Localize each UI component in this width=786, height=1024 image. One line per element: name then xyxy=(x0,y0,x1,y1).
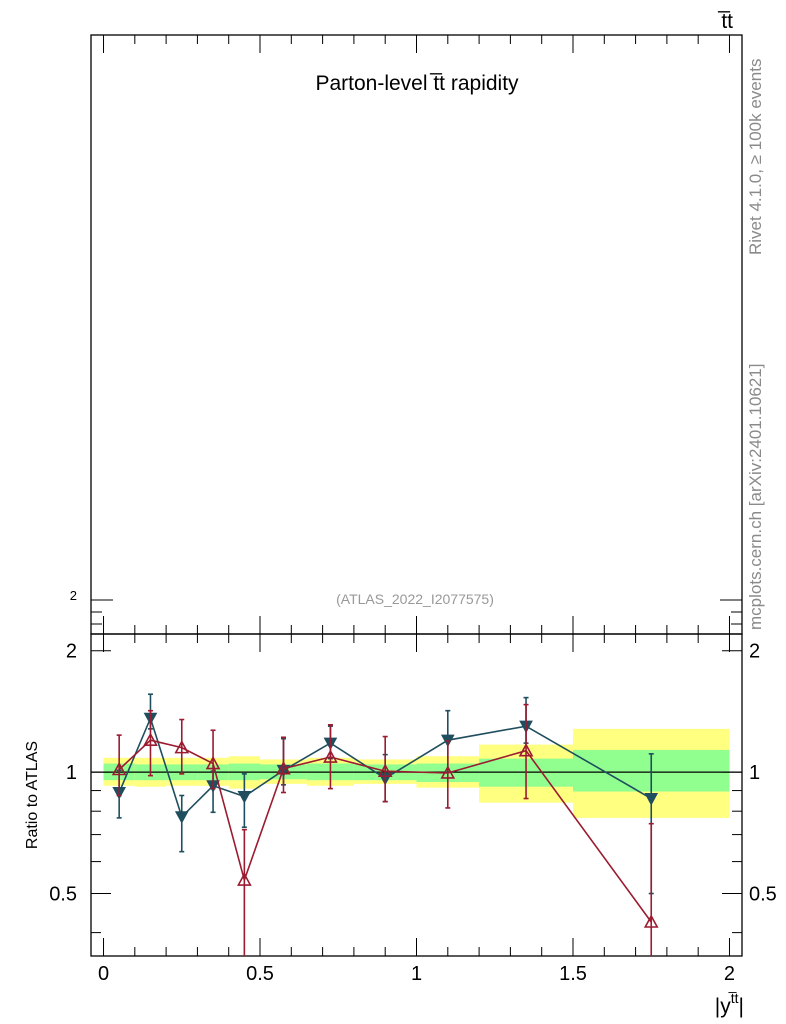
x-tick-label: 2 xyxy=(724,963,735,985)
x-axis-label-sup: t̅t xyxy=(728,990,739,1006)
series-blue-point xyxy=(174,811,189,824)
series-red-point xyxy=(143,732,158,746)
y-ticks: 0.5 0.5 1 1 2 2 xyxy=(49,599,777,934)
analysis-id: (ATLAS_2022_I2077575) xyxy=(336,591,494,607)
series-red-point xyxy=(276,760,291,775)
x-axis-label-end: | xyxy=(739,995,744,1018)
x-tick-label: 1.5 xyxy=(559,963,587,985)
y-tick-label-left: 2 xyxy=(66,641,77,663)
y-tick-label-right: 0.5 xyxy=(749,884,777,906)
y-tick-label-right: 1 xyxy=(749,762,760,784)
series-red-point xyxy=(323,749,338,763)
ratio-y-axis-label: Ratio to ATLAS xyxy=(24,741,41,849)
rivet-version-label: Rivet 4.1.0, ≥ 100k events xyxy=(746,58,765,255)
x-axis-label-main: |y xyxy=(715,995,731,1018)
top-y-tick-label: 2 xyxy=(70,588,77,603)
mcplots-label: mcplots.cern.ch [arXiv:2401.10621] xyxy=(746,363,765,630)
series-red-point xyxy=(174,739,190,754)
x-tick-label: 0 xyxy=(98,963,109,985)
series-red-point xyxy=(205,755,221,770)
series-blue-point xyxy=(644,793,659,806)
y-tick-label-left: 1 xyxy=(66,762,77,784)
series-red-point xyxy=(518,743,534,757)
data-series xyxy=(111,693,659,956)
y-tick-label-left: 0.5 xyxy=(49,884,77,906)
series-red-point xyxy=(643,914,659,928)
uncertainty-bands xyxy=(103,728,730,818)
series-blue-point xyxy=(237,791,252,804)
x-axis-label: |yt̅t| xyxy=(715,990,744,1018)
y-tick-label-right: 2 xyxy=(749,641,760,663)
series-red-point xyxy=(111,761,127,776)
top-panel-frame xyxy=(90,34,743,635)
x-tick-label: 0.5 xyxy=(246,963,274,985)
process-label: t̅t xyxy=(717,10,733,33)
series-red-point xyxy=(377,763,393,778)
x-tick-label: 1 xyxy=(411,963,422,985)
chart-title: Parton-level t̅t rapidity xyxy=(315,72,519,95)
x-ticks: 0 0.5 1 1.5 2 xyxy=(98,35,735,985)
series-red-point xyxy=(237,872,252,886)
series-red-point xyxy=(440,765,456,779)
